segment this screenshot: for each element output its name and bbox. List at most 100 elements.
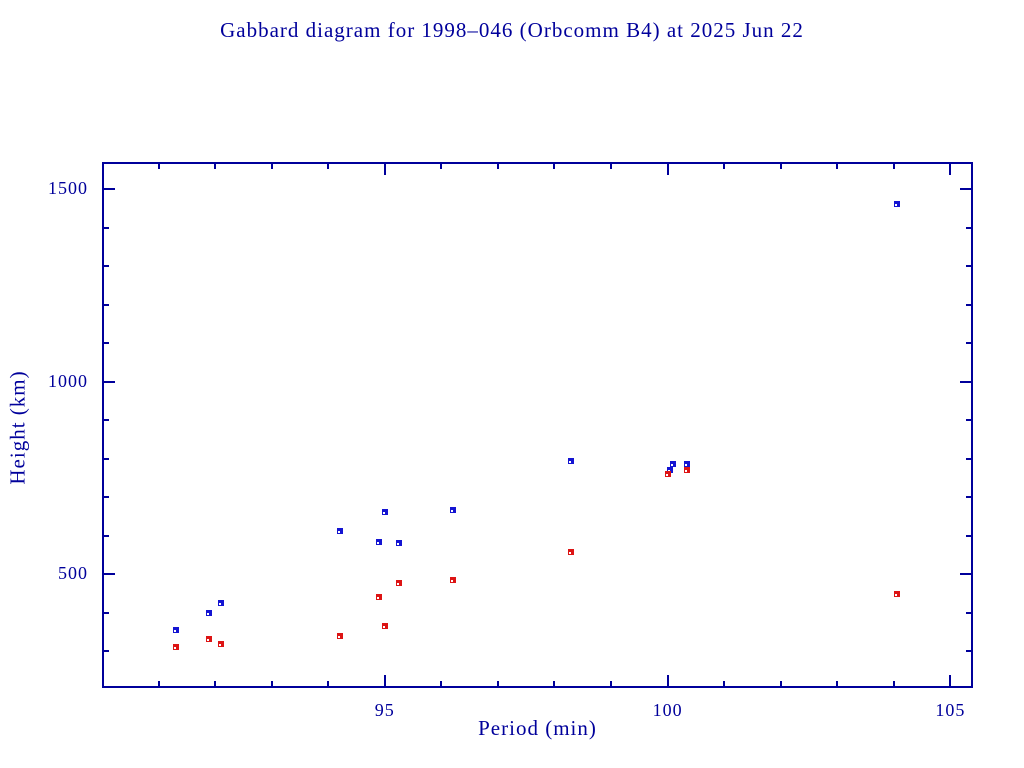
chart-title: Gabbard diagram for 1998–046 (Orbcomm B4…: [220, 18, 804, 42]
x-minor-tick: [214, 162, 217, 169]
x-minor-tick: [779, 162, 782, 169]
marker-inner-dot: [377, 541, 380, 544]
x-minor-tick: [836, 162, 839, 169]
y-major-tick: [102, 573, 115, 576]
perigee-point: [449, 576, 456, 583]
marker-inner-dot: [671, 464, 674, 467]
perigee-point: [893, 590, 900, 597]
marker-inner-dot: [218, 643, 221, 646]
apogee-point: [670, 461, 677, 468]
y-major-tick: [960, 380, 973, 383]
x-minor-tick: [723, 681, 726, 688]
y-major-tick: [102, 187, 115, 190]
perigee-point: [172, 643, 179, 650]
y-minor-tick: [966, 534, 973, 537]
x-minor-tick: [496, 162, 499, 169]
marker-inner-dot: [396, 582, 399, 585]
x-minor-tick: [610, 162, 613, 169]
y-minor-tick: [102, 534, 109, 537]
x-tick-label: 95: [374, 700, 395, 720]
perigee-point: [206, 635, 213, 642]
plot-frame: [102, 162, 973, 688]
x-minor-tick: [553, 681, 556, 688]
marker-inner-dot: [668, 469, 671, 472]
y-minor-tick: [102, 342, 109, 345]
y-minor-tick: [966, 303, 973, 306]
y-minor-tick: [966, 342, 973, 345]
apogee-point: [381, 508, 388, 515]
y-minor-tick: [102, 611, 109, 614]
x-minor-tick: [892, 681, 895, 688]
x-minor-tick: [892, 162, 895, 169]
x-minor-tick: [496, 681, 499, 688]
x-minor-tick: [270, 681, 273, 688]
y-minor-tick: [966, 650, 973, 653]
y-minor-tick: [966, 496, 973, 499]
marker-inner-dot: [685, 463, 688, 466]
perigee-point: [684, 466, 691, 473]
marker-inner-dot: [173, 646, 176, 649]
x-minor-tick: [440, 681, 443, 688]
marker-inner-dot: [894, 203, 897, 206]
apogee-point: [217, 599, 224, 606]
y-minor-tick: [102, 457, 109, 460]
marker-inner-dot: [337, 635, 340, 638]
marker-inner-dot: [207, 612, 210, 615]
x-major-tick: [949, 162, 952, 175]
marker-inner-dot: [382, 625, 385, 628]
marker-inner-dot: [569, 460, 572, 463]
x-minor-tick: [270, 162, 273, 169]
y-minor-tick: [102, 496, 109, 499]
y-minor-tick: [966, 265, 973, 268]
y-minor-tick: [966, 419, 973, 422]
apogee-point: [336, 527, 343, 534]
y-minor-tick: [102, 226, 109, 229]
perigee-point: [336, 632, 343, 639]
x-major-tick: [383, 162, 386, 175]
x-major-tick: [666, 162, 669, 175]
x-major-tick: [666, 675, 669, 688]
y-tick-label: 1500: [48, 177, 88, 198]
marker-inner-dot: [396, 543, 399, 546]
y-minor-tick: [966, 457, 973, 460]
x-tick-label: 105: [935, 700, 966, 720]
apogee-point: [893, 200, 900, 207]
marker-inner-dot: [207, 638, 210, 641]
marker-inner-dot: [665, 473, 668, 476]
marker-inner-dot: [894, 593, 897, 596]
x-minor-tick: [440, 162, 443, 169]
y-minor-tick: [102, 650, 109, 653]
marker-inner-dot: [173, 629, 176, 632]
perigee-point: [664, 470, 671, 477]
marker-inner-dot: [450, 509, 453, 512]
perigee-point: [568, 548, 575, 555]
y-axis-label: Height (km): [5, 370, 30, 485]
x-minor-tick: [779, 681, 782, 688]
x-minor-tick: [836, 681, 839, 688]
apogee-point: [376, 538, 383, 545]
y-major-tick: [102, 380, 115, 383]
y-minor-tick: [102, 419, 109, 422]
perigee-point: [376, 593, 383, 600]
x-tick-label: 100: [652, 700, 683, 720]
x-axis-label: Period (min): [478, 716, 597, 740]
x-minor-tick: [327, 162, 330, 169]
x-minor-tick: [610, 681, 613, 688]
y-tick-label: 500: [58, 563, 88, 584]
y-major-tick: [960, 573, 973, 576]
marker-inner-dot: [377, 596, 380, 599]
perigee-point: [395, 579, 402, 586]
apogee-point: [206, 609, 213, 616]
x-minor-tick: [157, 162, 160, 169]
x-minor-tick: [157, 681, 160, 688]
x-minor-tick: [553, 162, 556, 169]
x-major-tick: [383, 675, 386, 688]
apogee-point: [449, 506, 456, 513]
marker-inner-dot: [218, 602, 221, 605]
marker-inner-dot: [382, 511, 385, 514]
marker-inner-dot: [450, 579, 453, 582]
x-minor-tick: [723, 162, 726, 169]
y-minor-tick: [102, 303, 109, 306]
y-tick-label: 1000: [48, 370, 88, 391]
